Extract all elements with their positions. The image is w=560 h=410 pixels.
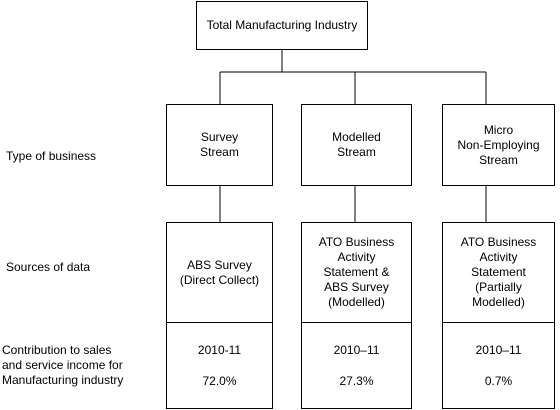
survey-contribution-pct: 72.0% (202, 374, 237, 388)
modelled-stream-box: Modelled Stream (301, 104, 412, 186)
micro-contribution-year: 2010–11 (475, 343, 522, 357)
micro-stream-label: Micro Non-Employing Stream (457, 122, 540, 167)
survey-sources-box: ABS Survey (Direct Collect) (166, 222, 273, 323)
modelled-sources-label: ATO Business Activity Statement & ABS Su… (318, 235, 395, 309)
micro-sources-box: ATO Business Activity Statement (Partial… (442, 222, 555, 323)
modelled-contribution-year: 2010–11 (333, 343, 380, 357)
total-manufacturing-label: Total Manufacturing Industry (206, 18, 358, 32)
survey-contribution-year: 2010-11 (197, 343, 242, 357)
micro-contribution-box: 2010–11 0.7% (442, 322, 555, 409)
row-label-sources: Sources of data (6, 260, 91, 274)
micro-contribution-pct: 0.7% (484, 374, 513, 388)
survey-stream-label: Survey Stream (200, 130, 239, 159)
survey-sources-label: ABS Survey (Direct Collect) (179, 257, 260, 287)
row-label-type: Type of business (6, 149, 97, 163)
modelled-contribution-box: 2010–11 27.3% (301, 322, 412, 409)
total-manufacturing-box: Total Manufacturing Industry (196, 1, 368, 50)
row-label-contribution: Contribution to sales and service income… (2, 343, 124, 387)
micro-stream-box: Micro Non-Employing Stream (442, 104, 555, 186)
survey-stream-box: Survey Stream (166, 104, 273, 186)
modelled-sources-box: ATO Business Activity Statement & ABS Su… (301, 222, 412, 323)
modelled-stream-label: Modelled Stream (332, 130, 381, 159)
micro-sources-label: ATO Business Activity Statement (Partial… (460, 235, 537, 309)
modelled-contribution-pct: 27.3% (339, 374, 374, 388)
survey-contribution-box: 2010-11 72.0% (166, 322, 273, 409)
